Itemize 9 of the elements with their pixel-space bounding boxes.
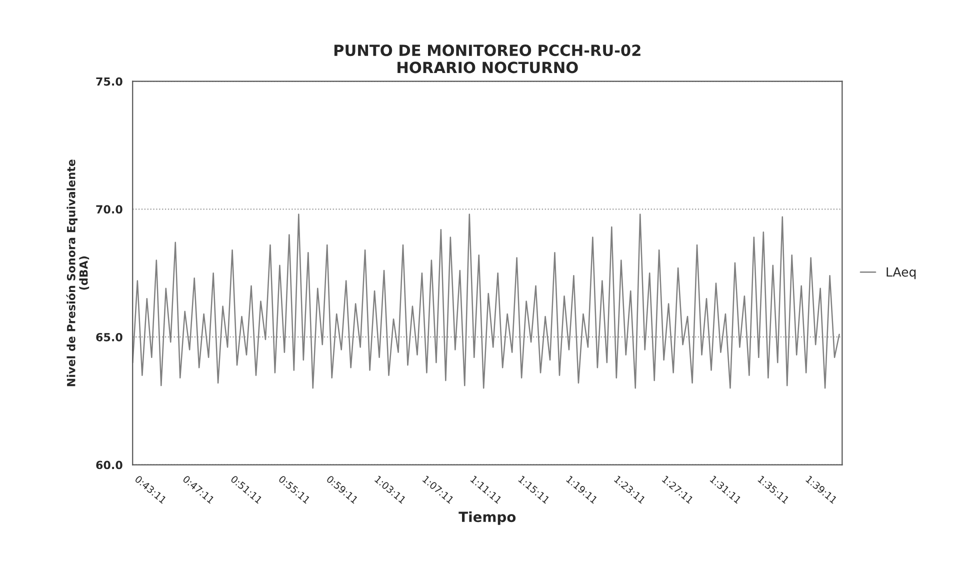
chart-title: PUNTO DE MONITOREO PCCH-RU-02 HORARIO NOCTURNO: [334, 44, 640, 74]
y-tick-label: 70.0: [96, 205, 122, 214]
y-tick-label: 75.0: [96, 77, 122, 86]
y-tick-label: 65.0: [96, 332, 122, 342]
y-axis-title: Nivel de Presión Sonora Equivalente (dBA): [66, 160, 90, 386]
legend-label: LAeq: [886, 267, 916, 280]
y-tick-label: 60.0: [96, 460, 122, 470]
x-axis-title: Tiempo: [458, 511, 516, 525]
line-series: [132, 214, 840, 389]
